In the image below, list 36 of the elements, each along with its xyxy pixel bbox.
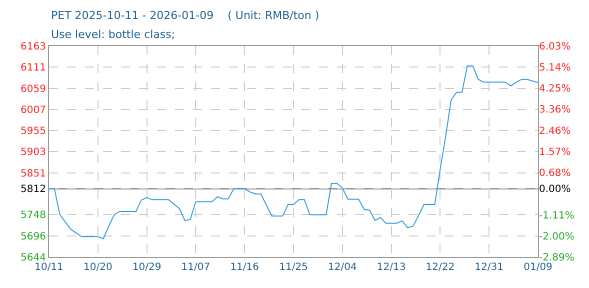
y2-tick-label: 6.03% <box>539 42 571 52</box>
x-tick-label: 12/31 <box>474 262 504 273</box>
y2-tick-label: 2.46% <box>539 126 571 137</box>
y2-tick-label: 5.14% <box>539 62 571 74</box>
line-series <box>49 65 538 240</box>
x-tick-label: 10/20 <box>83 262 112 273</box>
x-tick-label: 11/25 <box>279 262 308 273</box>
y-tick-label: 6059 <box>20 84 46 95</box>
y2-tick-label: -1.11% <box>539 210 574 222</box>
x-tick-label: 10/29 <box>132 262 162 273</box>
y2-tick-label: 3.36% <box>539 104 571 116</box>
y-tick-label: 5696 <box>20 231 46 242</box>
y-tick-label: 5903 <box>20 147 46 158</box>
y-tick-label: 5748 <box>20 210 46 222</box>
y-tick-label: 6007 <box>20 104 46 116</box>
y-tick-label: 5644 <box>20 252 46 264</box>
x-tick-label: 12/22 <box>426 262 455 273</box>
x-tick-label: 12/13 <box>376 262 406 273</box>
x-tick-label: 01/09 <box>524 262 552 273</box>
y-tick-label: 5851 <box>20 168 46 180</box>
y-tick-label: 5812 <box>20 184 46 196</box>
y2-tick-label: 4.25% <box>539 84 571 95</box>
y2-tick-label: 0.68% <box>539 168 571 180</box>
y2-tick-label: -2.89% <box>539 252 574 264</box>
y-tick-label: 6111 <box>20 62 46 74</box>
x-tick-label: 10/11 <box>34 262 64 273</box>
y2-tick-label: 1.57% <box>539 147 571 158</box>
y-tick-label: 6163 <box>20 42 46 52</box>
y-tick-label: 5955 <box>20 126 46 138</box>
y2-tick-label: -2.00% <box>539 231 574 242</box>
x-tick-label: 12/04 <box>328 262 357 273</box>
y2-tick-label: 0.00% <box>539 184 571 196</box>
chart-title: PET 2025-10-11 - 2026-01-09 ( Unit: RMB/ton ) <box>51 9 320 22</box>
chart-subtitle: Use level: bottle class; <box>51 28 176 41</box>
x-tick-label: 11/16 <box>230 262 260 273</box>
x-tick-label: 11/07 <box>181 262 210 273</box>
